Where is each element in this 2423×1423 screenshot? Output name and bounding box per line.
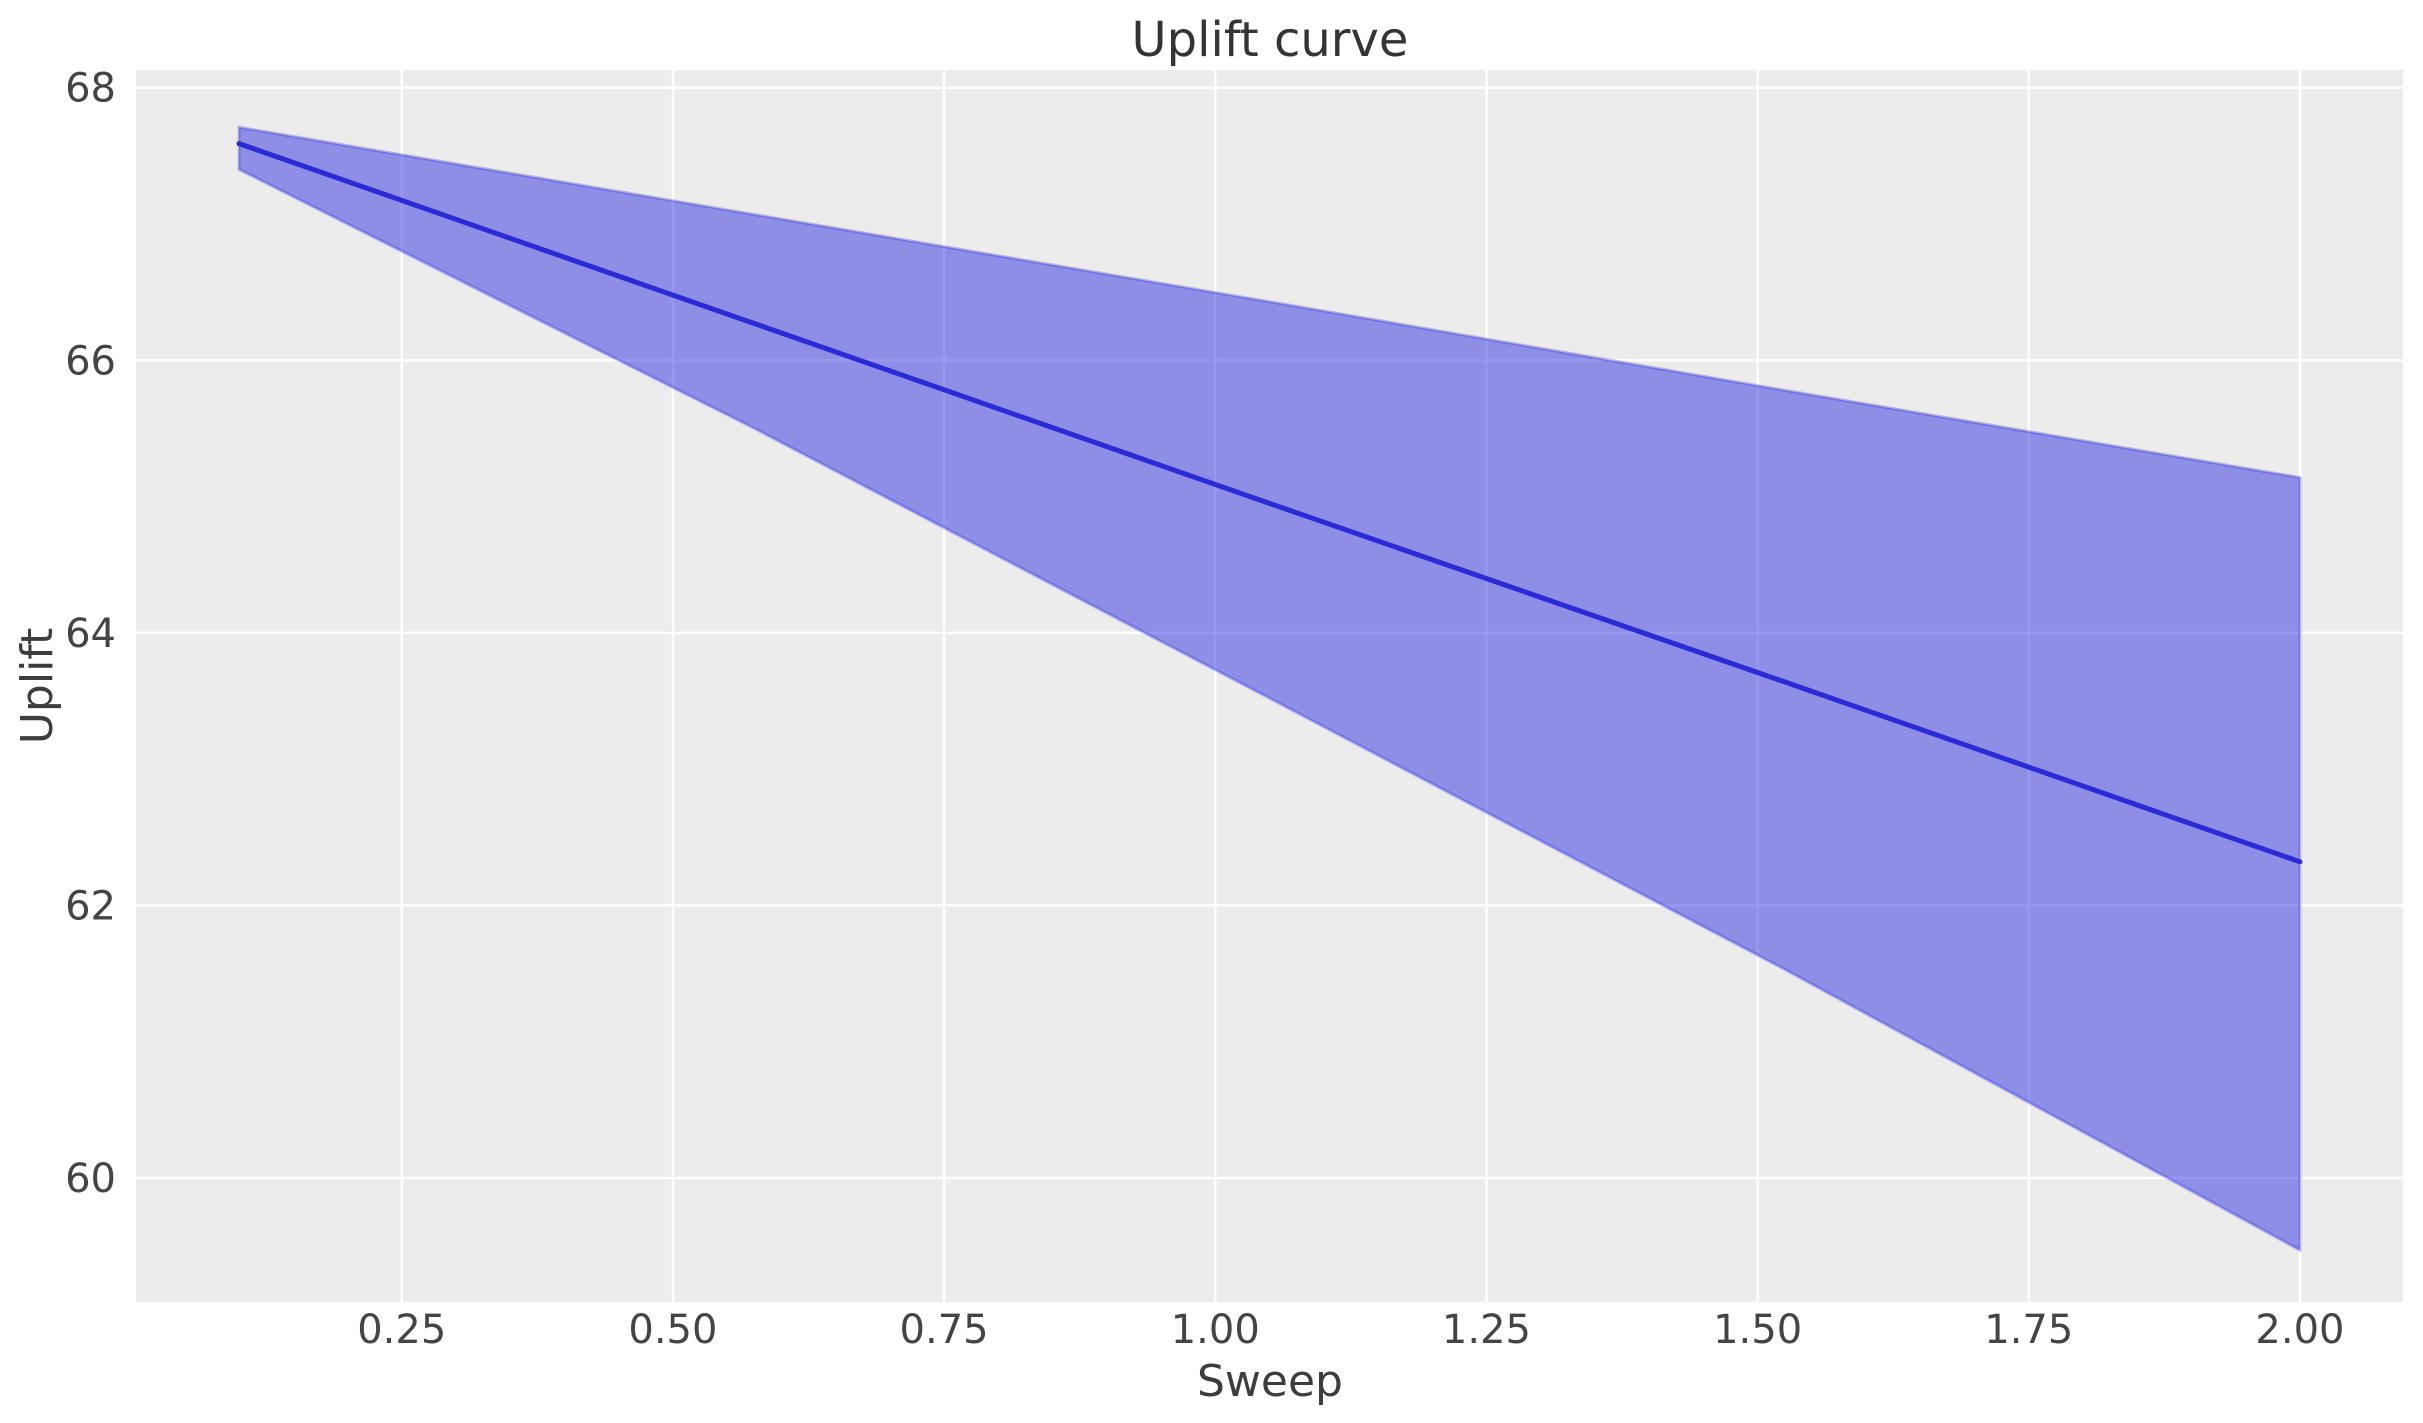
x-tick-label: 0.75 <box>900 1307 989 1353</box>
x-tick-labels: 0.25 0.50 0.75 1.00 1.25 1.50 1.75 2.00 <box>357 1307 2344 1353</box>
y-axis-label: Uplift <box>12 628 63 745</box>
y-tick-label: 68 <box>65 66 116 112</box>
x-tick-label: 0.25 <box>357 1307 446 1353</box>
chart-title: Uplift curve <box>1132 12 1409 68</box>
mean-line <box>236 141 2303 865</box>
y-tick-label: 64 <box>65 611 116 657</box>
plot-area <box>136 70 2403 1302</box>
x-tick-label: 1.75 <box>1984 1307 2073 1353</box>
y-tick-labels: 60 62 64 66 68 <box>65 66 116 1202</box>
gridlines <box>136 70 2403 1302</box>
x-tick-label: 1.00 <box>1171 1307 1260 1353</box>
confidence-band <box>237 125 2302 1252</box>
uplift-mean-line <box>236 141 2303 865</box>
y-tick-label: 62 <box>65 883 116 929</box>
x-tick-label: 1.25 <box>1442 1307 1531 1353</box>
y-tick-label: 66 <box>65 338 116 384</box>
y-tick-label: 60 <box>65 1156 116 1202</box>
x-tick-label: 0.50 <box>628 1307 717 1353</box>
confidence-band-area <box>237 125 2302 1252</box>
x-axis-label: Sweep <box>1197 1356 1343 1407</box>
x-tick-label: 1.50 <box>1713 1307 1802 1353</box>
x-tick-label: 2.00 <box>2255 1307 2344 1353</box>
